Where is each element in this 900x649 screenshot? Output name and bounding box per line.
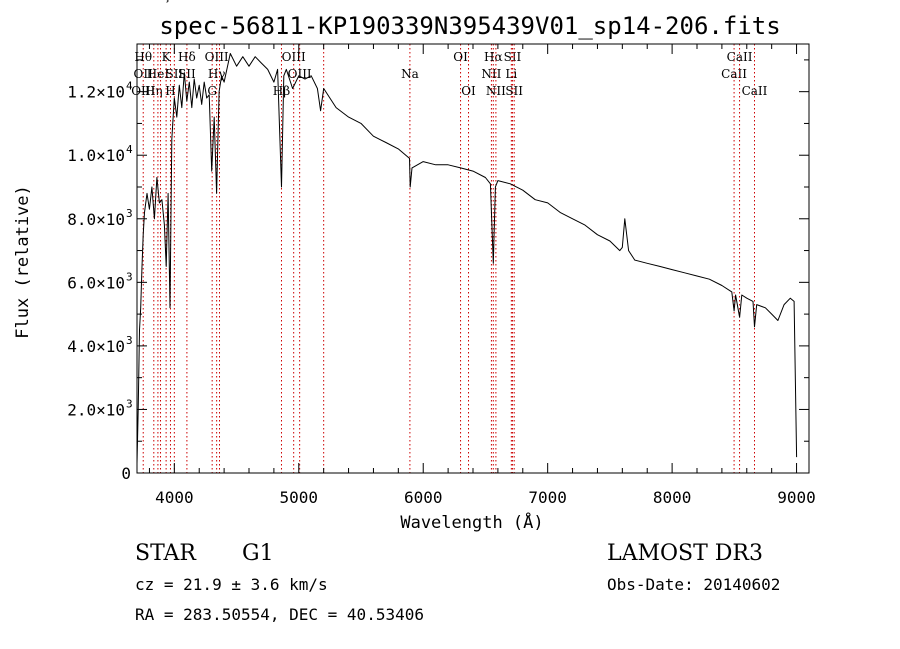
spectral-lines-layer: HθOIIOIIIHηHeIHζKHSIIHδSIIGOIIIHγHβOIIIO… xyxy=(131,0,768,473)
spectral-line-label: OII xyxy=(134,67,154,81)
y-tick-label: 1.0×10 xyxy=(67,146,125,165)
spectral-line-label: OI xyxy=(461,84,476,98)
chart-title: spec-56811-KP190339N395439V01_sp14-206.f… xyxy=(159,12,780,40)
spectral-line-label: Hδ xyxy=(178,50,196,64)
object-subclass: G1 xyxy=(242,541,274,566)
spectral-line-label: SII xyxy=(504,50,522,64)
spectral-line-label: H xyxy=(165,84,175,98)
ra-dec-coordinates: RA = 283.50554, DEC = 40.53406 xyxy=(135,605,424,624)
y-axis-label: Flux (relative) xyxy=(13,185,33,339)
spectral-line-label: CaII xyxy=(727,50,753,64)
series-layer xyxy=(136,53,798,464)
x-tick-label: 4000 xyxy=(155,488,194,507)
spectral-line-label: NII xyxy=(486,84,506,98)
spectral-line-label: OIII xyxy=(205,50,229,64)
spectral-line-label: SII xyxy=(505,84,523,98)
spectral-line-label: CaII xyxy=(742,84,768,98)
redshift-cz: cz = 21.9 ± 3.6 km/s xyxy=(135,575,328,594)
spectral-line-label: CaII xyxy=(721,67,747,81)
spectral-line-label: OI xyxy=(453,50,468,64)
y-tick-label: 0 xyxy=(121,464,131,483)
observation-date: Obs-Date: 20140602 xyxy=(607,575,780,594)
y-tick-exponent: 4 xyxy=(126,143,133,156)
y-tick-label: 2.0×10 xyxy=(67,400,125,419)
y-tick-exponent: 3 xyxy=(126,397,133,410)
spectral-line-label: Li xyxy=(505,67,517,81)
x-tick-label: 7000 xyxy=(528,488,567,507)
y-tick-exponent: 4 xyxy=(126,80,133,93)
y-axis-ticks: 02.0×10 34.0×10 36.0×10 38.0×10 31.0×10 41.2×… xyxy=(67,59,809,483)
x-tick-label: 6000 xyxy=(404,488,443,507)
x-tick-label: 8000 xyxy=(653,488,692,507)
x-tick-label: 9000 xyxy=(777,488,816,507)
spectral-line-label: K xyxy=(162,50,172,64)
spectral-line-label: Hη xyxy=(145,84,163,98)
y-tick-label: 1.2×10 xyxy=(67,83,125,102)
object-class: STAR xyxy=(135,541,197,566)
y-tick-label: 6.0×10 xyxy=(67,273,125,292)
y-tick-exponent: 3 xyxy=(126,270,133,283)
spectral-line-label: OIII xyxy=(282,50,306,64)
y-tick-label: 8.0×10 xyxy=(67,210,125,229)
spectral-line-label: OIII xyxy=(288,67,312,81)
spectral-line-label: Hβ xyxy=(273,84,290,98)
spectral-line-label: NII xyxy=(481,67,501,81)
x-tick-label: 5000 xyxy=(280,488,319,507)
spectral-line-label: SII xyxy=(178,67,196,81)
spectral-line-label: HeI xyxy=(147,67,170,81)
spectral-line-label: Hα xyxy=(484,50,503,64)
y-tick-exponent: 3 xyxy=(126,207,133,220)
survey-name: LAMOST DR3 xyxy=(607,541,763,566)
x-axis-ticks: 4000 5000 6000 7000 8000 9000 xyxy=(148,44,816,507)
spectral-line-label: Hθ xyxy=(134,50,152,64)
plot-frame xyxy=(136,43,810,474)
spectral-line-label: G xyxy=(207,84,217,98)
y-tick-exponent: 3 xyxy=(126,334,133,347)
y-tick-label: 4.0×10 xyxy=(67,337,125,356)
spectral-line-label: Na xyxy=(401,67,419,81)
series-line-spectrum xyxy=(136,53,798,464)
spectral-line-label: SII xyxy=(165,67,183,81)
spectral-line-label: Hζ xyxy=(152,0,169,3)
x-axis-label: Wavelength (Å) xyxy=(400,511,543,533)
